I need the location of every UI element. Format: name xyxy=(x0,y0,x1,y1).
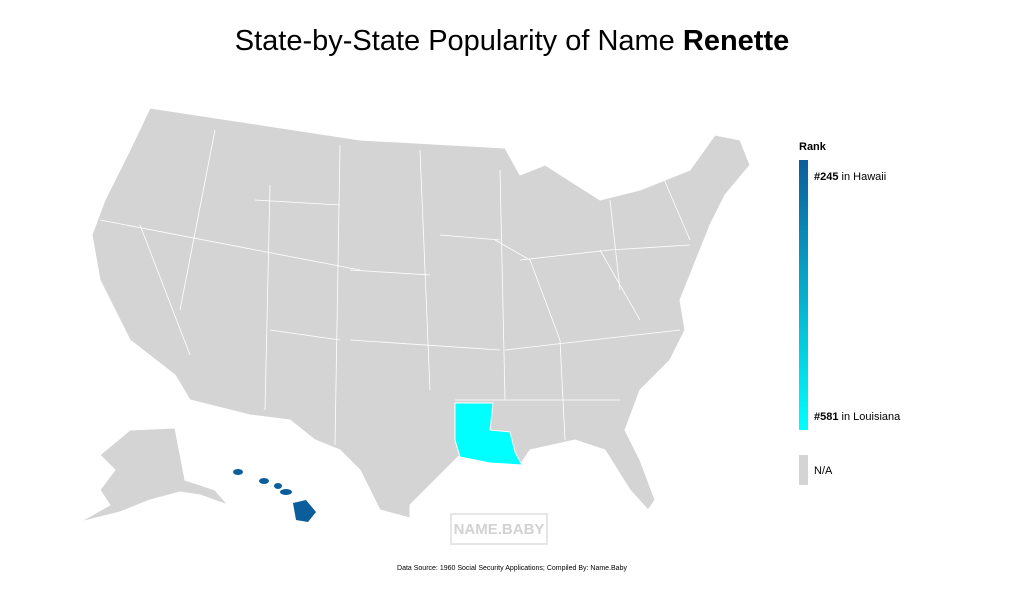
legend-na-swatch xyxy=(799,455,808,485)
legend-low-text: in Louisiana xyxy=(842,411,902,423)
watermark: NAME.BABY xyxy=(450,513,548,545)
legend-high-rank: #245 xyxy=(814,171,838,183)
map xyxy=(79,107,751,523)
alaska xyxy=(79,427,229,523)
title-text: State-by-State Popularity of Name xyxy=(235,25,675,57)
title: State-by-State Popularity of Name Renett… xyxy=(235,25,789,57)
title-name: Renette xyxy=(683,25,789,57)
hawaii xyxy=(233,469,316,522)
contiguous-us xyxy=(91,107,751,519)
legend-low: #581 in Louisiana xyxy=(814,411,901,423)
legend-high-text: in Hawaii xyxy=(842,171,887,183)
legend: Rank #245 in Hawaii #581 in Louisiana N/… xyxy=(799,141,901,485)
state-borders xyxy=(99,129,691,446)
legend-gradient xyxy=(799,160,808,430)
source: Data Source: 1960 Social Security Applic… xyxy=(397,565,627,572)
legend-na-text: N/A xyxy=(814,465,833,477)
legend-high: #245 in Hawaii xyxy=(814,171,886,183)
watermark-box xyxy=(450,513,548,545)
watermark-text: NAME.BABY xyxy=(454,521,545,538)
legend-title: Rank xyxy=(799,141,827,153)
louisiana xyxy=(454,402,523,466)
legend-low-rank: #581 xyxy=(814,411,838,423)
